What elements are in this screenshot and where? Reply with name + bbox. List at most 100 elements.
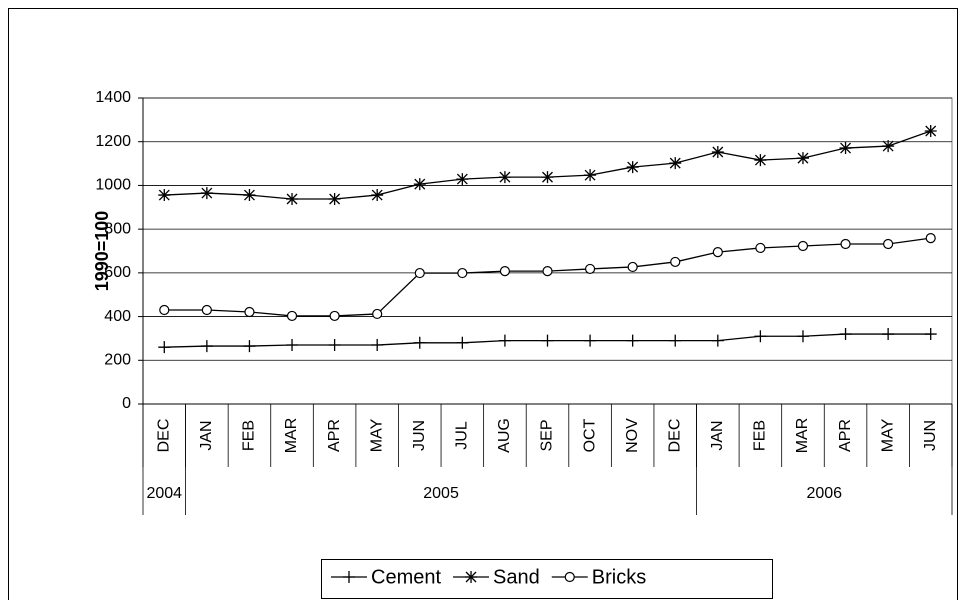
x-tick-label: NOV bbox=[624, 418, 641, 453]
x-tick-label: JUN bbox=[411, 420, 428, 451]
marker bbox=[414, 267, 425, 279]
marker-cross bbox=[286, 193, 298, 205]
legend-label: Cement bbox=[371, 566, 441, 588]
marker bbox=[711, 334, 724, 347]
marker-cross bbox=[158, 189, 170, 201]
marker-cross bbox=[456, 173, 468, 185]
marker-cross bbox=[797, 152, 809, 164]
marker bbox=[343, 571, 355, 583]
marker bbox=[371, 189, 384, 202]
x-tick-label: APR bbox=[326, 419, 343, 452]
marker-plus bbox=[343, 571, 355, 583]
marker-plus bbox=[626, 334, 639, 347]
marker bbox=[541, 334, 554, 347]
marker bbox=[159, 304, 170, 316]
marker-cross bbox=[499, 171, 511, 183]
marker-plus bbox=[286, 338, 299, 351]
marker-circle bbox=[670, 256, 681, 268]
chart-border bbox=[8, 8, 958, 600]
y-tick-label: 1200 bbox=[95, 133, 131, 150]
marker bbox=[711, 145, 724, 158]
marker bbox=[244, 306, 255, 318]
marker-cross bbox=[754, 154, 766, 166]
marker-cross bbox=[925, 125, 937, 137]
marker bbox=[372, 308, 383, 320]
marker-plus bbox=[669, 334, 682, 347]
y-tick-label: 800 bbox=[104, 220, 131, 237]
legend-label: Bricks bbox=[592, 566, 646, 588]
marker bbox=[371, 338, 384, 351]
marker-circle bbox=[372, 308, 383, 320]
marker-circle bbox=[329, 310, 340, 322]
marker bbox=[712, 246, 723, 258]
x-tick-label: MAR bbox=[283, 418, 300, 454]
marker bbox=[243, 340, 256, 353]
marker-circle bbox=[414, 267, 425, 279]
marker bbox=[882, 328, 895, 341]
marker bbox=[924, 125, 937, 138]
marker bbox=[755, 242, 766, 254]
x-tick-label: OCT bbox=[581, 418, 598, 452]
marker bbox=[584, 334, 597, 347]
marker bbox=[584, 169, 597, 182]
marker-cross bbox=[584, 169, 596, 181]
marker-cross bbox=[542, 171, 553, 183]
marker bbox=[584, 263, 596, 275]
x-tick-label: JUL bbox=[454, 421, 471, 450]
marker bbox=[158, 189, 171, 202]
marker-plus bbox=[413, 336, 426, 349]
marker bbox=[286, 310, 298, 322]
marker-cross bbox=[243, 189, 255, 201]
marker-circle bbox=[755, 242, 766, 254]
y-tick-label: 1400 bbox=[95, 89, 131, 106]
marker bbox=[924, 328, 937, 341]
y-tick-label: 400 bbox=[104, 308, 131, 325]
x-tick-label: JAN bbox=[709, 420, 726, 450]
marker bbox=[626, 161, 639, 174]
x-tick-label: MAY bbox=[368, 418, 385, 452]
year-label: 2006 bbox=[806, 485, 842, 502]
marker bbox=[499, 266, 511, 277]
marker-plus bbox=[243, 340, 256, 353]
marker-cross bbox=[465, 571, 477, 583]
marker bbox=[839, 142, 852, 155]
marker-circle bbox=[797, 240, 809, 252]
marker bbox=[158, 341, 171, 354]
marker-cross bbox=[669, 157, 681, 169]
y-axis-label: 1990=100 bbox=[92, 211, 112, 292]
marker bbox=[286, 192, 299, 205]
y-tick-label: 0 bbox=[122, 395, 131, 412]
marker bbox=[564, 571, 575, 583]
marker-cross bbox=[414, 178, 426, 190]
marker-circle bbox=[840, 238, 851, 250]
marker bbox=[797, 240, 809, 252]
marker bbox=[456, 336, 469, 349]
marker bbox=[328, 338, 341, 351]
marker bbox=[669, 157, 682, 170]
y-tick-label: 1000 bbox=[95, 177, 131, 194]
marker bbox=[200, 340, 213, 353]
marker bbox=[542, 266, 553, 277]
marker bbox=[413, 178, 426, 191]
marker bbox=[456, 173, 469, 186]
marker bbox=[669, 334, 682, 347]
marker-plus bbox=[839, 328, 852, 341]
marker-cross bbox=[840, 142, 852, 154]
marker bbox=[627, 261, 638, 273]
marker bbox=[796, 330, 809, 343]
marker-circle bbox=[712, 246, 723, 258]
marker bbox=[413, 336, 426, 349]
x-tick-label: MAR bbox=[794, 418, 811, 454]
marker-plus bbox=[456, 336, 469, 349]
marker bbox=[201, 304, 212, 316]
marker bbox=[498, 171, 511, 184]
marker-circle bbox=[542, 266, 553, 277]
marker-circle bbox=[564, 571, 575, 583]
marker-plus bbox=[882, 328, 895, 341]
marker-plus bbox=[796, 330, 809, 343]
x-tick-label: SEP bbox=[539, 419, 556, 451]
legend-label: Sand bbox=[493, 566, 540, 588]
x-tick-label: FEB bbox=[752, 420, 769, 451]
x-tick-label: DEC bbox=[666, 419, 683, 453]
